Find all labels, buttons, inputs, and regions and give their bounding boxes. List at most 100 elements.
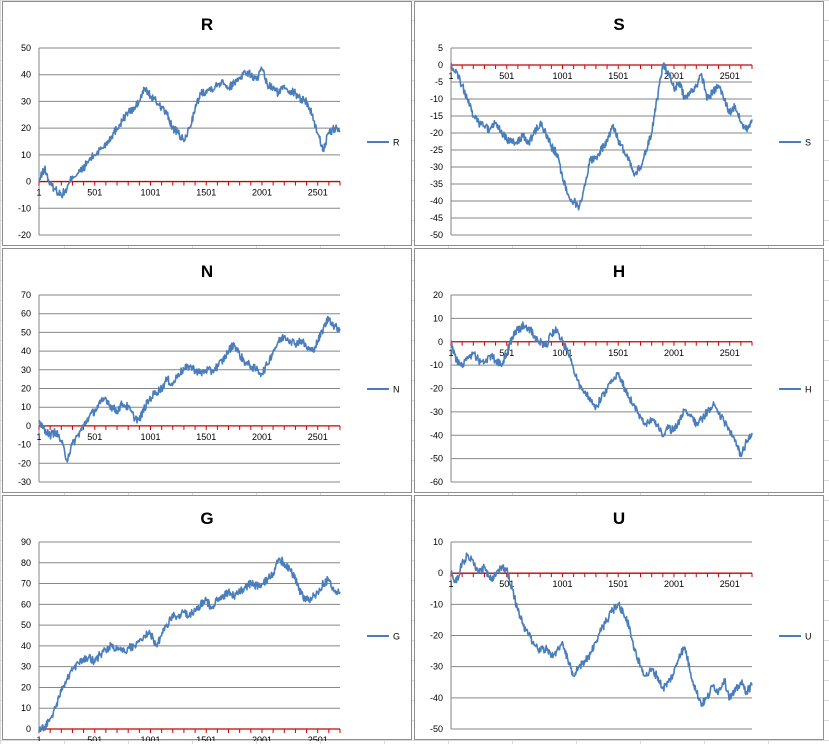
- x-tick-label: 1001: [141, 188, 161, 198]
- chart-title: H: [613, 262, 625, 281]
- y-tick-label: 80: [21, 558, 31, 568]
- x-tick-label: 1001: [141, 432, 161, 442]
- x-tick-label: 2501: [720, 348, 740, 358]
- x-tick-label: 2001: [252, 735, 272, 741]
- y-tick-label: 30: [21, 365, 31, 375]
- y-tick-label: 20: [433, 290, 443, 300]
- x-tick-label: 2001: [664, 71, 684, 81]
- chart-title: S: [613, 15, 624, 34]
- chart-title: U: [613, 509, 625, 528]
- x-tick-label: 1: [448, 71, 453, 81]
- y-tick-label: 0: [438, 337, 443, 347]
- y-tick-label: -30: [430, 162, 443, 172]
- y-tick-label: -50: [430, 230, 443, 240]
- x-tick-label: 501: [499, 71, 514, 81]
- y-tick-label: -5: [435, 77, 443, 87]
- y-tick-label: 5: [438, 43, 443, 53]
- y-tick-label: 30: [21, 662, 31, 672]
- x-tick-label: 1501: [196, 735, 216, 741]
- y-tick-label: 0: [26, 724, 31, 734]
- legend-label: R: [393, 138, 400, 148]
- series-line-n: [38, 315, 341, 463]
- chart-r[interactable]: R -20 -10 0 10 20 30 40 50 1 501 1001 1501 2001 2501 R: [2, 1, 412, 246]
- chart-title: G: [200, 509, 213, 528]
- y-tick-label: 20: [21, 682, 31, 692]
- y-tick-label: -25: [430, 145, 443, 155]
- y-tick-label: -30: [430, 662, 443, 672]
- y-tick-label: -10: [430, 599, 443, 609]
- x-tick-label: 1001: [553, 348, 573, 358]
- y-tick-label: 40: [21, 641, 31, 651]
- x-tick-label: 2001: [664, 348, 684, 358]
- y-tick-label: 50: [21, 620, 31, 630]
- y-tick-label: -35: [430, 179, 443, 189]
- chart-h[interactable]: H -60 -50 -40 -30 -20 -10 0 10 20 1 501 1001 1501 2001…: [414, 248, 824, 493]
- x-tick-label: 2501: [308, 432, 328, 442]
- x-tick-label: 1: [448, 348, 453, 358]
- chart-s[interactable]: S -50 -45 -40 -35 -30 -25 -20 -15 -10 -5 0 5 1 501 1001…: [414, 1, 824, 246]
- y-tick-label: 0: [26, 421, 31, 431]
- chart-g[interactable]: G 0 10 20 30 40 50 60 70 80 90 1 501 1001 1501 2001 2501…: [2, 495, 412, 741]
- y-tick-label: -20: [430, 128, 443, 138]
- legend-label: S: [805, 138, 811, 148]
- x-tick-label: 1: [36, 188, 41, 198]
- x-tick-label: 1001: [553, 579, 573, 589]
- series-line-g: [38, 556, 341, 733]
- y-tick-label: 10: [21, 703, 31, 713]
- y-tick-label: 0: [438, 60, 443, 70]
- y-tick-label: 0: [438, 568, 443, 578]
- y-tick-label: 10: [433, 537, 443, 547]
- x-tick-label: 2501: [308, 735, 328, 741]
- x-tick-label: 2001: [252, 188, 272, 198]
- x-tick-label: 2501: [720, 71, 740, 81]
- x-tick-label: 2501: [720, 579, 740, 589]
- x-tick-label: 1: [448, 579, 453, 589]
- x-tick-label: 1501: [608, 71, 628, 81]
- y-tick-label: -60: [430, 477, 443, 487]
- x-tick-label: 1501: [608, 348, 628, 358]
- y-tick-label: 10: [21, 150, 31, 160]
- x-tick-label: 1501: [196, 432, 216, 442]
- y-tick-label: 20: [21, 384, 31, 394]
- y-tick-label: 40: [21, 346, 31, 356]
- x-tick-label: 2501: [308, 188, 328, 198]
- y-tick-label: -20: [430, 631, 443, 641]
- y-tick-label: -20: [430, 384, 443, 394]
- y-tick-label: -50: [430, 724, 443, 734]
- y-tick-label: 0: [26, 177, 31, 187]
- legend-label: U: [805, 632, 812, 642]
- y-tick-label: -20: [18, 230, 31, 240]
- series-line-u: [450, 552, 753, 707]
- series-line-s: [450, 62, 753, 211]
- chart-u[interactable]: U -50 -40 -30 -20 -10 0 10 1 501 1001 1501 2001 2501 U: [414, 495, 824, 740]
- y-tick-label: -30: [430, 407, 443, 417]
- x-tick-label: 1001: [553, 71, 573, 81]
- y-tick-label: 90: [21, 537, 31, 547]
- x-tick-label: 1501: [196, 188, 216, 198]
- y-tick-label: 50: [21, 43, 31, 53]
- legend-label: G: [393, 632, 400, 642]
- chart-title: N: [201, 262, 213, 281]
- x-tick-label: 501: [87, 188, 102, 198]
- y-tick-label: -15: [430, 111, 443, 121]
- x-tick-label: 1001: [141, 735, 161, 741]
- y-tick-label: 70: [21, 290, 31, 300]
- chart-title: R: [201, 15, 213, 34]
- x-tick-label: 501: [499, 579, 514, 589]
- y-tick-label: -40: [430, 430, 443, 440]
- y-tick-label: 30: [21, 96, 31, 106]
- legend-label: N: [393, 385, 400, 395]
- y-tick-label: 60: [21, 309, 31, 319]
- y-tick-label: -10: [430, 94, 443, 104]
- y-tick-label: -50: [430, 454, 443, 464]
- y-tick-label: 50: [21, 327, 31, 337]
- y-tick-label: 70: [21, 579, 31, 589]
- x-tick-label: 1: [36, 432, 41, 442]
- y-tick-label: -10: [18, 440, 31, 450]
- chart-n[interactable]: N -30 -20 -10 0 10 20 30 40 50 60 70 1 501 1001 1501 200…: [2, 248, 412, 493]
- y-tick-label: 10: [21, 402, 31, 412]
